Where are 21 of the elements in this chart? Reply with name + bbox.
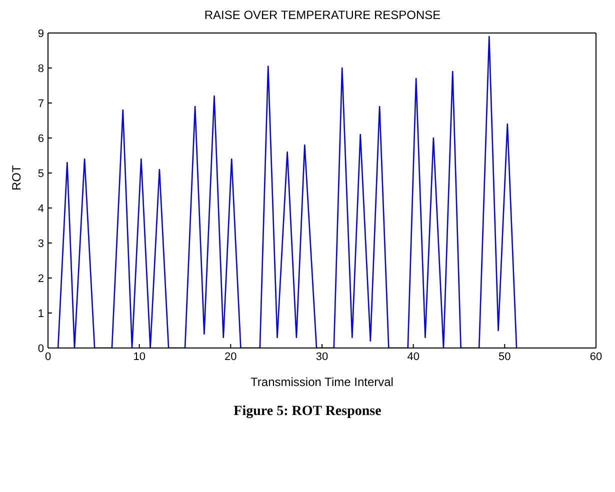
x-tick-label: 50 xyxy=(498,350,511,363)
x-tick-label: 40 xyxy=(407,350,420,363)
y-tick-label: 9 xyxy=(38,28,44,40)
y-tick-label: 8 xyxy=(38,62,44,75)
x-tick-label: 10 xyxy=(133,350,146,363)
chart-title: RAISE OVER TEMPERATURE RESPONSE xyxy=(203,8,442,22)
y-tick-label: 1 xyxy=(38,308,44,320)
x-tick-label: 60 xyxy=(590,350,602,363)
caption: Figure 5: ROT Response xyxy=(232,404,382,420)
y-tick-label: 7 xyxy=(38,98,44,110)
y-tick-label: 6 xyxy=(38,132,44,145)
line-series xyxy=(57,36,518,348)
x-tick-label: 20 xyxy=(224,350,237,363)
y-tick-label: 0 xyxy=(38,342,44,355)
x-axis-title: Transmission Time Interval xyxy=(250,375,394,389)
y-tick-label: 3 xyxy=(38,238,44,250)
y-tick-label: 2 xyxy=(38,272,44,285)
y-axis-title: ROT xyxy=(9,164,24,190)
x-tick-label: 30 xyxy=(316,350,328,363)
y-tick-label: 4 xyxy=(38,202,44,215)
y-tick-label: 5 xyxy=(38,168,44,180)
